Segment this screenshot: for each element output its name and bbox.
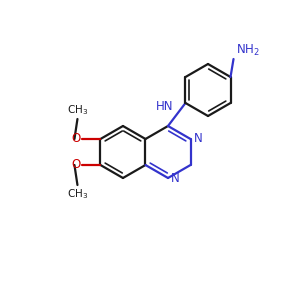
- Text: HN: HN: [156, 100, 174, 112]
- Text: O: O: [71, 133, 80, 146]
- Text: N: N: [171, 172, 180, 185]
- Text: CH$_3$: CH$_3$: [67, 187, 88, 201]
- Text: CH$_3$: CH$_3$: [67, 103, 88, 117]
- Text: NH$_2$: NH$_2$: [236, 43, 259, 58]
- Text: O: O: [71, 158, 80, 172]
- Text: N: N: [194, 131, 202, 145]
